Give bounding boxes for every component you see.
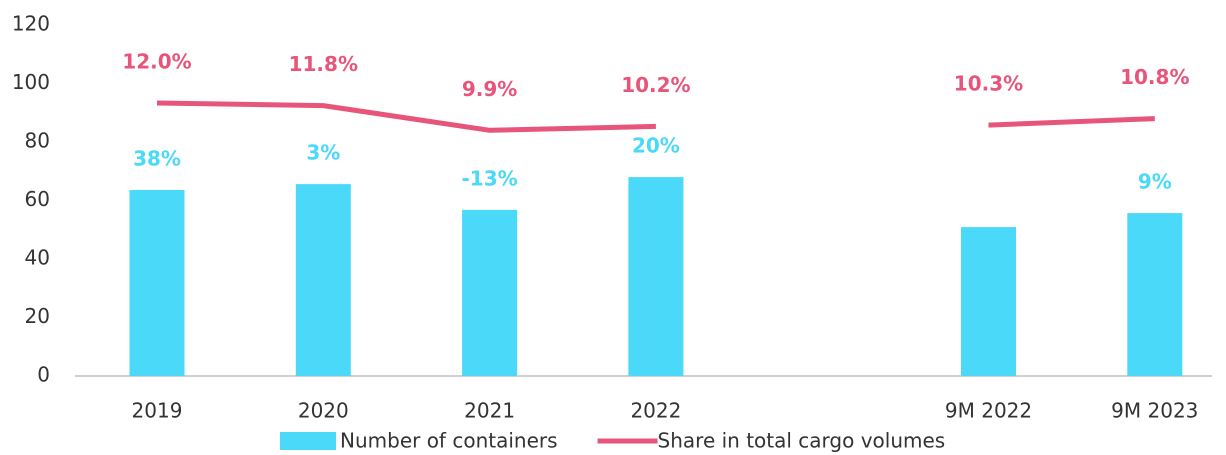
bar bbox=[129, 189, 185, 376]
bar bbox=[295, 184, 351, 376]
growth-label: 3% bbox=[306, 141, 340, 165]
legend-swatch bbox=[280, 432, 336, 450]
data-label: 10.2% bbox=[621, 73, 690, 97]
line bbox=[156, 100, 1155, 133]
y-tick-label: 20 bbox=[25, 304, 50, 328]
data-label: 9.9% bbox=[462, 77, 517, 101]
x-tick-label: 9M 2022 bbox=[945, 399, 1032, 423]
growth-label: 20% bbox=[632, 134, 680, 158]
legend-label: Share in total cargo volumes bbox=[658, 429, 946, 453]
bar bbox=[961, 227, 1016, 376]
y-tick-label: 60 bbox=[25, 187, 50, 211]
growth-label: 38% bbox=[133, 146, 181, 170]
x-tick-label: 9M 2023 bbox=[1111, 399, 1198, 423]
data-label: 10.8% bbox=[1120, 65, 1189, 89]
x-tick-label: 2021 bbox=[464, 399, 515, 423]
bar bbox=[628, 177, 684, 376]
y-tick-label: 0 bbox=[37, 363, 50, 387]
bar bbox=[462, 209, 518, 376]
growth-label: -13% bbox=[462, 166, 518, 190]
growth-label: 9% bbox=[1138, 170, 1172, 194]
data-label: 11.8% bbox=[289, 52, 358, 76]
y-tick-label: 80 bbox=[25, 129, 50, 153]
x-tick-label: 2020 bbox=[298, 399, 349, 423]
bar bbox=[1127, 213, 1183, 376]
y-tick-label: 100 bbox=[12, 70, 50, 94]
data-label: 12.0% bbox=[122, 50, 191, 74]
data-label: 10.3% bbox=[954, 72, 1023, 96]
y-tick-label: 40 bbox=[25, 246, 50, 270]
legend-label: Number of containers bbox=[340, 429, 558, 453]
y-tick-label: 120 bbox=[12, 12, 50, 36]
x-tick-label: 2022 bbox=[630, 399, 681, 423]
x-tick-label: 2019 bbox=[132, 399, 183, 423]
